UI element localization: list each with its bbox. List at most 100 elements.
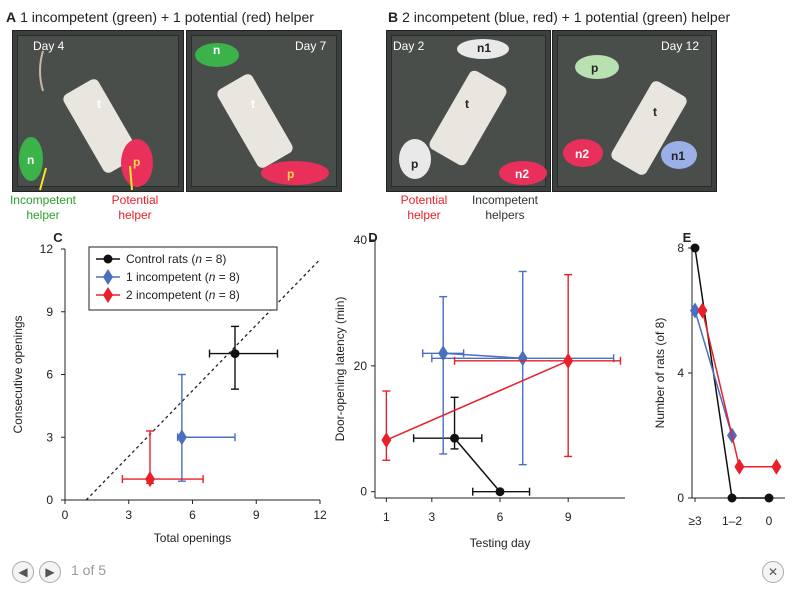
rat-tag: p: [287, 167, 295, 181]
rat-tag: p: [591, 61, 599, 75]
data-point: [690, 243, 700, 253]
prev-button[interactable]: ◀: [12, 561, 34, 583]
legend-entry: 2 incompetent (n = 8): [126, 288, 240, 302]
rat-tag: p: [411, 157, 419, 171]
page-indicator: 1 of 5: [71, 562, 107, 578]
data-point: [450, 433, 460, 443]
data-point: [697, 302, 708, 319]
data-point: [495, 487, 505, 497]
panel-letter: E: [683, 230, 692, 245]
y-tick-label: 20: [354, 359, 368, 373]
data-point: [517, 350, 528, 367]
legend-entry: 1 incompetent (n = 8): [126, 270, 240, 284]
data-point: [145, 471, 155, 488]
close-icon: ✕: [767, 565, 779, 579]
x-tick-label: 6: [189, 508, 196, 522]
day-label: Day 2: [393, 39, 425, 53]
y-tick-label: 0: [677, 491, 684, 505]
rat-tag: n: [27, 153, 35, 167]
series-line: [694, 310, 733, 436]
rat-tag: p: [133, 155, 141, 169]
y-tick-label: 6: [46, 368, 53, 382]
y-axis-label: Door-opening latency (min): [333, 297, 347, 442]
series-line: [453, 437, 501, 493]
panel-a-photo-day7: Day 7 n t p: [186, 30, 342, 192]
chart-e: E ≥3 1–2 0 0 4 8 Number of rats (of 8): [653, 230, 785, 528]
chart-d: D 1 3 6 9 0 20 40 Testing day Door-opening latenc…: [333, 230, 625, 550]
x-tick-label: 1–2: [722, 514, 742, 528]
data-point: [727, 493, 737, 503]
x-axis-label: Testing day: [470, 536, 531, 550]
legend-swatch-marker: [103, 287, 113, 303]
panel-letter: D: [368, 230, 377, 245]
caption-arrows: [39, 165, 133, 191]
rat-tag: n1: [671, 149, 686, 163]
rat-tag: t: [653, 105, 657, 119]
data-point: [764, 493, 774, 503]
x-tick-label: 9: [565, 510, 572, 524]
x-axis-label: Total openings: [154, 531, 231, 545]
next-icon: ▶: [45, 565, 55, 579]
legend-swatch-marker: [103, 269, 113, 285]
data-point: [381, 432, 392, 449]
reference-diagonal: [85, 259, 321, 501]
chart-c: C 0 3 6 9 12 0 3 6 9 12 Total openings Consecutive o…: [11, 230, 327, 545]
x-tick-label: 9: [253, 508, 260, 522]
legend-box: [88, 246, 278, 311]
next-button[interactable]: ▶: [39, 561, 61, 583]
y-tick-label: 8: [677, 241, 684, 255]
panel-b-photo-day2: Day 2 n1 t p n2: [386, 30, 551, 192]
x-tick-label: 3: [428, 510, 435, 524]
series-line: [694, 247, 769, 499]
panel-b-photo-day12: Day 12 p t n2 n1: [552, 30, 717, 192]
day-label: Day 4: [33, 39, 65, 53]
rat-tag: t: [465, 97, 469, 111]
y-tick-label: 12: [40, 242, 54, 256]
panel-b-letter: B: [388, 9, 399, 25]
caption-potential-helper-b: Potential helper: [400, 193, 448, 222]
day-label: Day 7: [295, 39, 327, 53]
x-tick-label: 6: [497, 510, 504, 524]
y-axis-label: Consecutive openings: [11, 315, 25, 433]
panel-a-letter: A: [6, 9, 17, 25]
rat-tag: n1: [477, 41, 492, 55]
data-point: [438, 345, 449, 362]
y-tick-label: 0: [46, 493, 53, 507]
panel-a-photo-day4: Day 4 t n p: [12, 30, 184, 192]
close-button[interactable]: ✕: [762, 561, 784, 583]
data-point: [176, 429, 187, 446]
y-tick-label: 40: [354, 233, 368, 247]
rat-tag: n: [213, 43, 221, 57]
data-point: [563, 352, 574, 369]
y-axis-label: Number of rats (of 8): [653, 318, 667, 429]
x-tick-label: ≥3: [688, 514, 702, 528]
data-point: [690, 302, 700, 319]
y-tick-label: 4: [677, 366, 684, 380]
x-tick-label: 3: [125, 508, 132, 522]
caption-incompetent-helpers: Incompetent helpers: [471, 193, 539, 222]
series-line: [443, 352, 523, 360]
caption-potential-helper: Potential helper: [111, 193, 159, 222]
x-tick-label: 0: [62, 508, 69, 522]
rat-tag: n2: [515, 167, 530, 181]
legend-entry: Control rats (n = 8): [126, 252, 226, 266]
data-point: [734, 458, 745, 475]
prev-icon: ◀: [18, 565, 28, 579]
legend-swatch-marker: [103, 254, 113, 264]
rat-tag: n2: [575, 147, 590, 161]
data-point: [771, 458, 782, 475]
y-tick-label: 0: [360, 485, 367, 499]
x-tick-label: 1: [383, 510, 390, 524]
x-tick-label: 0: [766, 514, 773, 528]
series-line: [701, 310, 777, 468]
y-tick-label: 3: [46, 430, 53, 444]
rat-tag: t: [251, 97, 255, 111]
panel-letter: C: [53, 230, 63, 245]
y-tick-label: 9: [46, 305, 53, 319]
data-point: [230, 349, 240, 359]
rat-tag: t: [97, 97, 101, 111]
caption-incompetent-helper: Incompetent helper: [9, 193, 77, 222]
series-line: [386, 360, 569, 441]
